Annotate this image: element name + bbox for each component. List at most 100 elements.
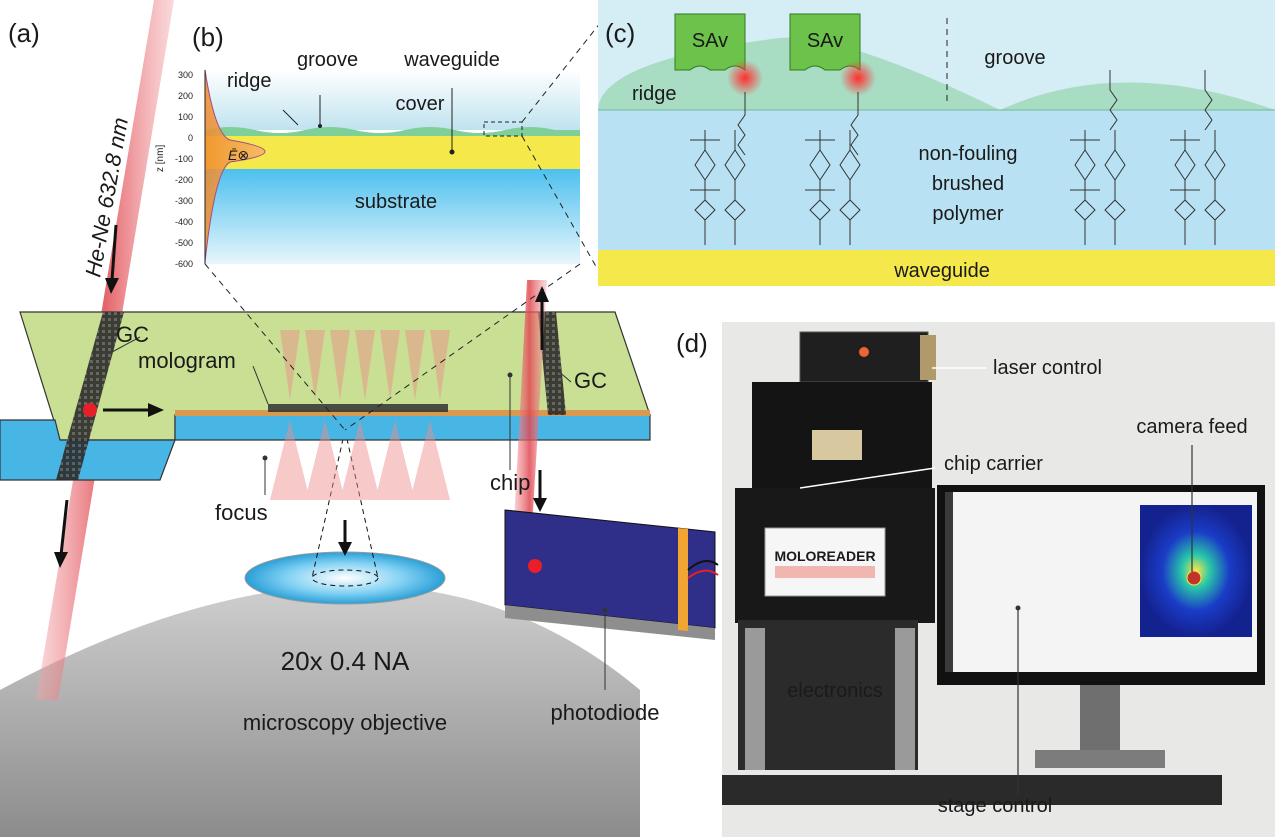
arrowhead-down-pd: [533, 498, 547, 512]
arrow-incoming-2: [59, 499, 69, 556]
laser-control-label: laser control: [993, 357, 1102, 379]
panel-d: (d) laser control camera feed chip carri…: [676, 322, 1275, 837]
zoom-box: [483, 121, 523, 137]
leader-stage-dot: [1015, 605, 1021, 611]
focus-label: focus: [215, 500, 268, 525]
leader-mologram: [252, 365, 269, 405]
panel-b: 300 200 100 0 -100 -200 -300 -400 -500 -…: [155, 7, 613, 431]
polymer-label-line1: non-fouling: [919, 143, 1018, 165]
moloreader-label-card: [764, 527, 886, 597]
groove-label: groove: [297, 49, 358, 71]
leader-gc-left: [111, 336, 141, 353]
electronics-label: electronics: [787, 680, 883, 702]
arrowhead-incoming-2: [54, 552, 68, 568]
tick-m100: -100: [175, 154, 193, 164]
objective-name-label: microscopy objective: [243, 710, 447, 735]
evanescent-field-profile: [205, 70, 265, 262]
gc-left-label: GC: [116, 322, 149, 347]
tick-m400: -400: [175, 217, 193, 227]
rack-post-right: [895, 628, 915, 770]
tick-100: 100: [178, 112, 193, 122]
panel-c-polymer: [598, 110, 1275, 250]
arrowhead-guided: [148, 403, 164, 417]
photodiode-label: photodiode: [551, 700, 660, 725]
objective-spec-label: 20x 0.4 NA: [281, 646, 410, 676]
leader-chip-dot: [507, 372, 513, 378]
tick-m300: -300: [175, 196, 193, 206]
tick-m600: -600: [175, 259, 193, 269]
waveguide-label: waveguide: [403, 49, 500, 71]
polymer-brush-molecules: [690, 70, 1226, 245]
panel-b-letter: (b): [192, 22, 224, 52]
cover-label: cover: [396, 93, 445, 115]
panel-c-ridge-label: ridge: [632, 83, 676, 105]
arrowhead-up-gc: [535, 286, 549, 302]
monitor-stand: [1080, 685, 1120, 755]
photodiode-contact: [678, 528, 688, 631]
panel-c-waveguide-label: waveguide: [893, 260, 990, 282]
cover-region: [205, 70, 580, 130]
fluorophore-glow-1: [727, 60, 763, 96]
leader-groove-dot: [318, 124, 322, 128]
panel-c-waveguide: [598, 250, 1275, 286]
photodiode-edge: [505, 605, 715, 640]
zoom-line-chip-left: [204, 263, 346, 431]
tick-m200: -200: [175, 175, 193, 185]
substrate-region: [205, 169, 580, 264]
z-axis-ticks: 300 200 100 0 -100 -200 -300 -400 -500 -…: [175, 70, 193, 269]
leader-focus-dot: [262, 455, 268, 461]
leader-waveguide-dot: [449, 149, 455, 155]
laser-beam-outcoupled: [512, 280, 547, 560]
laser-indicator: [859, 347, 869, 357]
substrate-label: substrate: [355, 191, 437, 213]
leader-ridge: [282, 109, 299, 126]
tick-m500: -500: [175, 238, 193, 248]
ridge-groove-layer: [205, 127, 580, 136]
monitor-base: [1035, 750, 1165, 768]
moloreader-device-label: MOLOREADER: [774, 548, 875, 564]
objective-aperture: [244, 551, 446, 605]
arrowhead-objective: [338, 542, 352, 556]
leader-photodiode-dot: [602, 607, 608, 613]
z-axis-label: z [nm]: [155, 145, 166, 172]
panel-c-ridge-2: [1000, 82, 1275, 110]
gc-right-label: GC: [574, 368, 607, 393]
panel-c: (c) SAv SAv ridge groove non-fouling bru…: [598, 0, 1275, 286]
panel-c-letter: (c): [605, 18, 635, 48]
chip-label: chip: [490, 470, 530, 495]
moloreader-label-stripe: [775, 566, 875, 578]
stage-control-label: stage control: [938, 795, 1053, 817]
photodiode-spot: [528, 559, 542, 573]
zoom-line-bottom: [521, 135, 599, 271]
polymer-label-line2: brushed: [932, 173, 1004, 195]
panel-d-letter: (d): [676, 328, 708, 358]
camera-feed-spot: [1186, 570, 1202, 586]
tick-0: 0: [188, 133, 193, 143]
camera-feed-label: camera feed: [1136, 416, 1247, 438]
photodiode-wire-black: [687, 560, 719, 571]
zoom-line-top: [521, 7, 613, 123]
field-symbol: Ē⊗: [228, 147, 249, 163]
photodiode-wire-red: [687, 569, 719, 579]
mologram-grating: [268, 404, 448, 412]
screen-sidebar: [945, 492, 953, 672]
field-profile-outline: [204, 69, 266, 263]
tick-200: 200: [178, 91, 193, 101]
mologram-label: mologram: [138, 348, 236, 373]
grating-coupler-left: [56, 312, 124, 480]
laser-control-side: [920, 335, 936, 380]
rack-post-left: [745, 628, 765, 770]
waveguide-region: [205, 136, 580, 169]
ridge-label: ridge: [227, 70, 271, 92]
chip-carrier-label: chip carrier: [944, 453, 1043, 475]
focus-cone: [311, 429, 379, 579]
panel-a: (a) He-Ne 632.8 nm GC mologram GC chip f…: [0, 0, 719, 837]
polymer-label-line3: polymer: [932, 203, 1003, 225]
arrowhead-incoming-1: [105, 278, 119, 294]
tick-300: 300: [178, 70, 193, 80]
electronics-rack: [738, 620, 918, 770]
panel-c-groove-label: groove: [984, 47, 1045, 69]
focus-cone-base: [311, 569, 379, 587]
panel-a-letter: (a): [8, 18, 40, 48]
